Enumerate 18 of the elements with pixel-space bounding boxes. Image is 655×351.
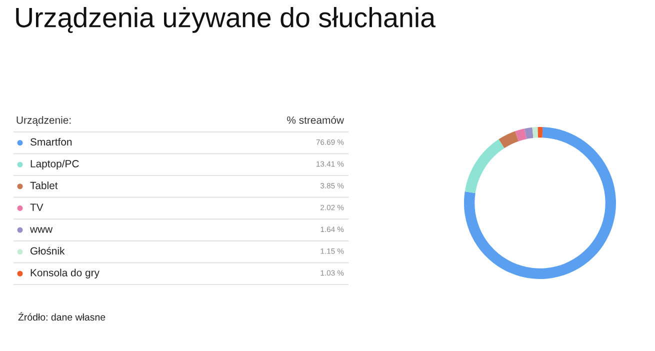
- donut-slice: [464, 139, 504, 194]
- donut-slice: [524, 127, 534, 140]
- chart-title: Urządzenia używane do słuchania: [16, 7, 436, 33]
- text: Źródło: dane własne: [18, 312, 106, 321]
- legend-title: Urządzenie:: [16, 116, 71, 126]
- legend-label: Głośnik: [30, 246, 65, 255]
- legend-label: Laptop/PC: [30, 160, 79, 170]
- donut-slice: [532, 127, 538, 138]
- donut-slice: [515, 128, 527, 142]
- legend-label: TV: [30, 204, 44, 211]
- legend-label: Konsola do gry: [30, 268, 100, 278]
- text: % streamów: [287, 116, 344, 124]
- legend-label: Tablet: [30, 182, 58, 190]
- legend-label: www: [30, 227, 53, 233]
- legend-label: Smartfon: [30, 138, 72, 146]
- donut-slice: [464, 127, 616, 279]
- donut-slice: [498, 131, 519, 148]
- donut-slice: [538, 127, 543, 138]
